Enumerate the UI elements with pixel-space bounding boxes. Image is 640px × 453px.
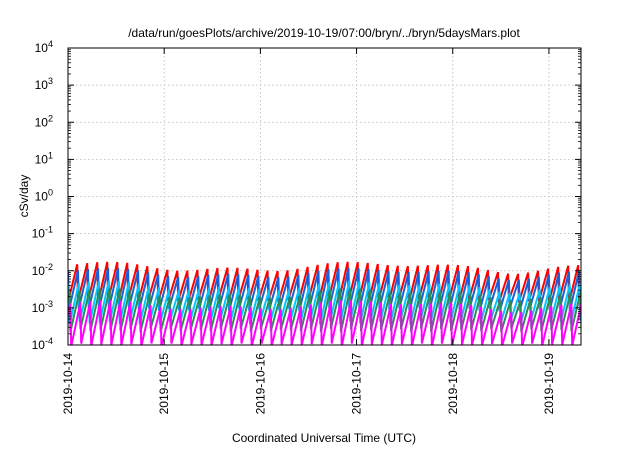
y-tick-label: 10-2 bbox=[32, 262, 53, 278]
x-tick-label: 2019-10-19 bbox=[542, 353, 556, 415]
y-tick-label: 101 bbox=[35, 150, 53, 166]
x-tick-label: 2019-10-17 bbox=[350, 353, 364, 415]
y-tick-label: 103 bbox=[35, 76, 53, 92]
y-tick-label: 10-3 bbox=[32, 299, 53, 315]
plot-frame bbox=[67, 47, 582, 346]
y-tick-label: 10-4 bbox=[32, 336, 53, 352]
y-tick-label: 102 bbox=[35, 113, 53, 129]
x-tick-label: 2019-10-14 bbox=[61, 353, 75, 415]
x-tick-label: 2019-10-15 bbox=[157, 353, 171, 415]
series-group bbox=[68, 261, 581, 345]
axes: 10-4 10-3 10-2 10-1 100 101 102 103 104 2019-10-1… bbox=[32, 39, 582, 415]
chart-title: /data/run/goesPlots/archive/2019-10-19/0… bbox=[128, 26, 520, 40]
x-tick-label: 2019-10-18 bbox=[446, 353, 460, 415]
y-tick-label: 104 bbox=[35, 39, 53, 55]
y-tick-label: 10-1 bbox=[32, 225, 53, 241]
series-line bbox=[68, 300, 581, 345]
grid bbox=[68, 48, 581, 345]
y-axis-label: cSv/day bbox=[17, 175, 31, 218]
y-tick-label: 100 bbox=[35, 188, 53, 204]
x-tick-label: 2019-10-16 bbox=[253, 353, 267, 415]
x-axis-label: Coordinated Universal Time (UTC) bbox=[232, 431, 416, 445]
